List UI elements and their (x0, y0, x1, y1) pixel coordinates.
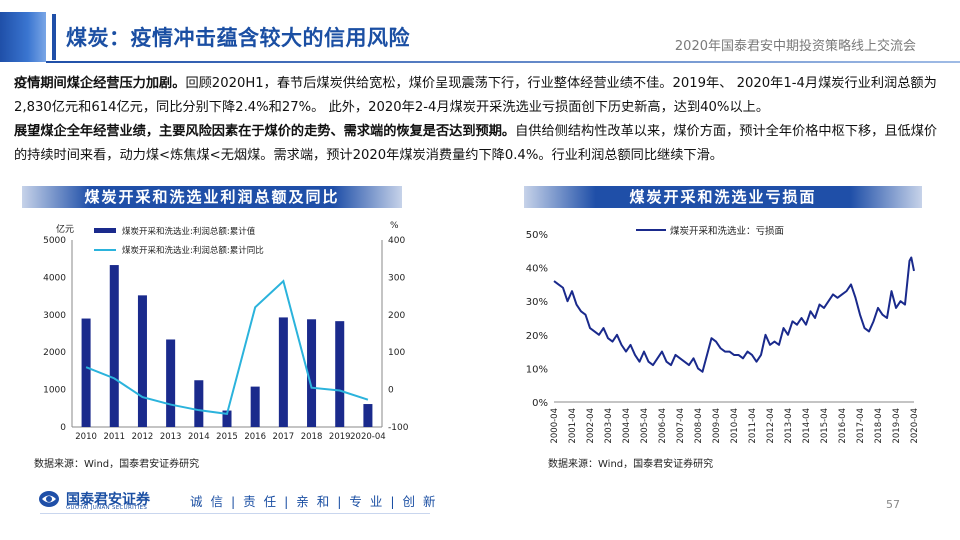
footer-divider (40, 513, 430, 514)
loss-ratio-chart: 0% 10% 20% 30% 40% 50% 2000-04 2001-04 2002-04 20… (526, 225, 920, 444)
x-tick-label: 2015-04 (820, 408, 830, 444)
bar (335, 321, 345, 427)
x-tick-label: 2007-04 (676, 408, 686, 444)
bar (194, 380, 204, 427)
x-tick-label: 2015 (216, 432, 238, 442)
x-tick-label: 2017 (273, 432, 295, 442)
y-left-tick-label: 5000 (43, 236, 66, 246)
x-tick-label: 2009-04 (712, 408, 722, 444)
x-tick-label: 2019-04 (892, 408, 902, 444)
x-tick-label: 2002-04 (586, 408, 596, 444)
x-tick-label: 2010 (75, 432, 97, 442)
legend-label-yoy: 煤炭开采和洗选业:利润总额:累计同比 (122, 245, 264, 256)
legend-label: 煤炭开采和洗选业：亏损面 (670, 225, 784, 237)
x-tick-label: 2010-04 (730, 408, 740, 444)
y-tick-label: 0% (532, 398, 548, 409)
x-tick-label: 2003-04 (604, 408, 614, 444)
x-tick-label: 2016 (244, 432, 266, 442)
y-tick-label: 30% (526, 297, 548, 308)
header-decoration (0, 12, 46, 62)
x-tick-label: 2019 (329, 432, 351, 442)
paragraph-2-lead: 展望煤企全年经营业绩，主要风险因素在于煤价的走势、需求端的恢复是否达到预期。 (14, 124, 516, 139)
paragraph-1-lead: 疫情期间煤企经营压力加剧。 (14, 76, 186, 91)
x-tick-label: 2018 (301, 432, 323, 442)
x-tick-label: 2016-04 (838, 408, 848, 444)
x-tick-label: 2014-04 (802, 408, 812, 444)
y-right-axis-label: % (390, 221, 399, 231)
bar (363, 404, 373, 427)
x-tick-label: 2012-04 (766, 408, 776, 444)
x-tick-label: 2020-04 (350, 432, 386, 442)
x-tick-label: 2014 (188, 432, 210, 442)
right-chart-caption: 煤炭开采和洗选业亏损面 (524, 186, 922, 208)
x-tick-label: 2005-04 (640, 408, 650, 444)
left-chart-caption: 煤炭开采和洗选业利润总额及同比 (22, 186, 402, 208)
x-tick-label: 2000-04 (550, 408, 560, 444)
page-number: 57 (886, 498, 900, 511)
x-tick-label: 2020-04 (910, 408, 920, 444)
page-title: 煤炭：疫情冲击蕴含较大的信用风险 (66, 26, 410, 50)
y-left-axis-label: 亿元 (56, 223, 74, 235)
x-tick-label: 2018-04 (874, 408, 884, 444)
y-tick-label: 50% (526, 230, 548, 241)
profit-chart: 0 1000 2000 3000 4000 5000 -100 0 100 200 300 400 亿元… (43, 221, 409, 442)
right-chart-source: 数据来源：Wind，国泰君安证券研究 (548, 459, 714, 470)
x-tick-label: 2006-04 (658, 408, 668, 444)
y-right-tick-label: 200 (388, 311, 405, 321)
legend-label-profit: 煤炭开采和洗选业:利润总额:累计值 (122, 226, 256, 237)
bar (307, 319, 317, 427)
x-tick-label: 2011-04 (748, 408, 758, 444)
legend-swatch-profit (94, 228, 116, 233)
y-left-tick-label: 4000 (43, 273, 66, 283)
left-chart-source: 数据来源：Wind，国泰君安证券研究 (34, 459, 200, 470)
x-tick-label: 2004-04 (622, 408, 632, 444)
y-right-tick-label: 100 (388, 348, 405, 358)
x-tick-label: 2011 (103, 432, 125, 442)
body-text: 疫情期间煤企经营压力加剧。回顾2020H1，春节后煤炭供给宽松，煤价呈现震荡下行… (14, 72, 950, 168)
paragraph-2-text: 自供给侧结构性改革以来，煤价方面，预计全年价格中枢下移，且低煤价的持续时间来看，… (14, 124, 938, 163)
y-right-tick-label: 300 (388, 273, 405, 283)
x-tick-label: 2013-04 (784, 408, 794, 444)
header-accent (52, 14, 56, 60)
paragraph-2: 展望煤企全年经营业绩，主要风险因素在于煤价的走势、需求端的恢复是否达到预期。自供… (14, 120, 950, 168)
bar (222, 410, 232, 427)
bar (278, 317, 288, 427)
bar (137, 295, 147, 427)
y-right-tick-label: -100 (388, 423, 409, 433)
paragraph-1: 疫情期间煤企经营压力加剧。回顾2020H1，春节后煤炭供给宽松，煤价呈现震荡下行… (14, 72, 950, 120)
loss-ratio-series-line (553, 256, 915, 373)
y-right-tick-label: 400 (388, 236, 405, 246)
conference-name: 2020年国泰君安中期投资策略线上交流会 (674, 39, 916, 54)
y-left-tick-label: 0 (60, 423, 66, 433)
y-left-tick-label: 2000 (43, 348, 66, 358)
y-right-tick-label: 0 (388, 386, 394, 396)
y-tick-label: 40% (526, 264, 548, 275)
bar (109, 265, 119, 427)
bar (166, 339, 176, 427)
y-left-tick-label: 1000 (43, 386, 66, 396)
header-divider (46, 61, 960, 63)
x-tick-label: 2012 (132, 432, 154, 442)
bar (81, 318, 91, 427)
x-tick-label: 2001-04 (568, 408, 578, 444)
y-tick-label: 10% (526, 364, 548, 375)
bar (250, 386, 260, 427)
company-name-en: GUOTAI JUNAN SECURITIES (66, 505, 148, 511)
yoy-series-line (85, 279, 369, 416)
x-tick-label: 2017-04 (856, 408, 866, 444)
x-tick-label: 2013 (160, 432, 182, 442)
company-name: 国泰君安证券 (66, 492, 150, 508)
company-logo-icon (39, 491, 59, 507)
y-tick-label: 20% (526, 331, 548, 342)
x-tick-label: 2008-04 (694, 408, 704, 444)
company-slogan: 诚 信 | 责 任 | 亲 和 | 专 业 | 创 新 (190, 494, 438, 509)
paragraph-1-text: 回顾2020H1，春节后煤炭供给宽松，煤价呈现震荡下行，行业整体经营业绩不佳。2… (14, 76, 937, 115)
y-left-tick-label: 3000 (43, 311, 66, 321)
